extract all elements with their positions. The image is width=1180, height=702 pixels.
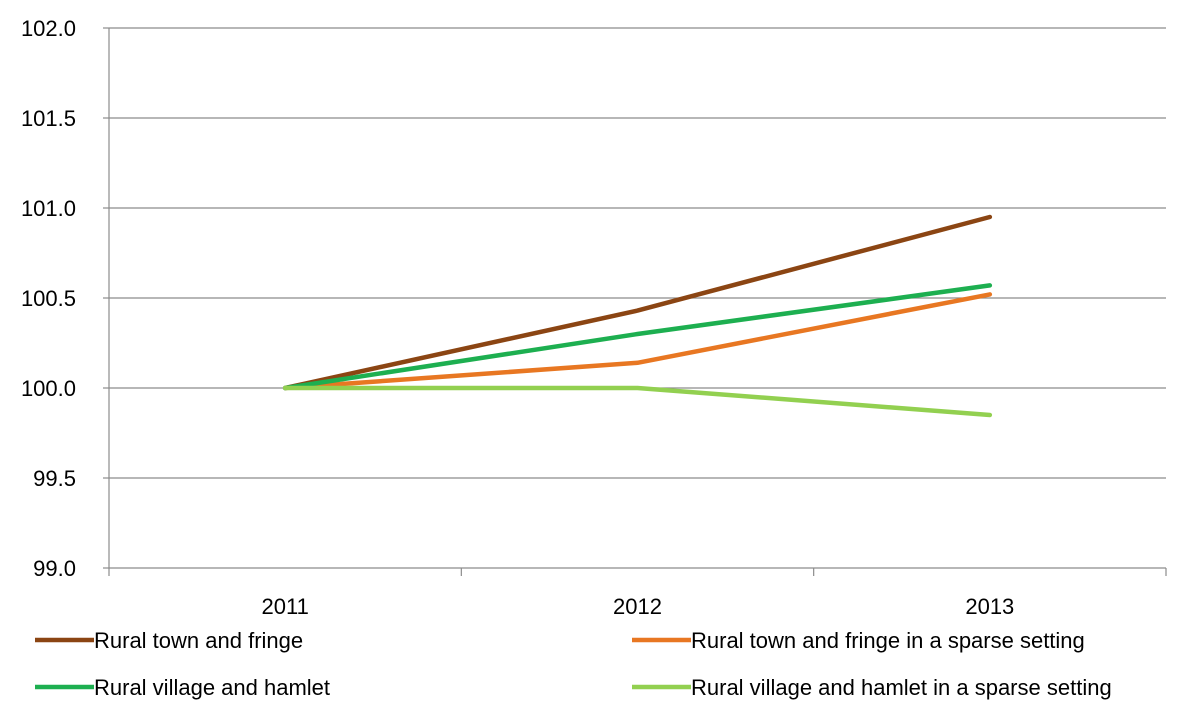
legend-label: Rural village and hamlet in a sparse set… — [691, 675, 1112, 700]
gridlines — [109, 27, 1166, 479]
series-line — [282, 283, 993, 391]
legend-label: Rural town and fringe — [94, 628, 303, 653]
y-tick-label: 101.0 — [21, 196, 76, 221]
y-tick-label: 101.5 — [21, 106, 76, 131]
y-axis-tick-labels: 99.0 99.5 100.0 100.5 101.0 101.5 102.0 — [21, 16, 76, 581]
x-tick-label: 2013 — [965, 594, 1014, 619]
y-tick-label: 99.5 — [33, 466, 76, 491]
series-line — [282, 214, 993, 391]
series-lines — [282, 214, 993, 418]
y-tick-label: 100.5 — [21, 286, 76, 311]
series-line — [282, 385, 993, 418]
legend-label: Rural village and hamlet — [94, 675, 330, 700]
legend-label: Rural town and fringe in a sparse settin… — [691, 628, 1085, 653]
y-tick-label: 99.0 — [33, 556, 76, 581]
x-tick-label: 2011 — [262, 594, 309, 619]
x-axis-tick-labels: 2011 2012 2013 — [262, 594, 1015, 619]
axes — [103, 27, 1167, 576]
y-tick-label: 100.0 — [21, 376, 76, 401]
series-line — [282, 292, 993, 391]
x-tick-label: 2012 — [613, 594, 662, 619]
legend: Rural town and fringe Rural town and frin… — [35, 628, 1112, 700]
y-tick-label: 102.0 — [21, 16, 76, 41]
